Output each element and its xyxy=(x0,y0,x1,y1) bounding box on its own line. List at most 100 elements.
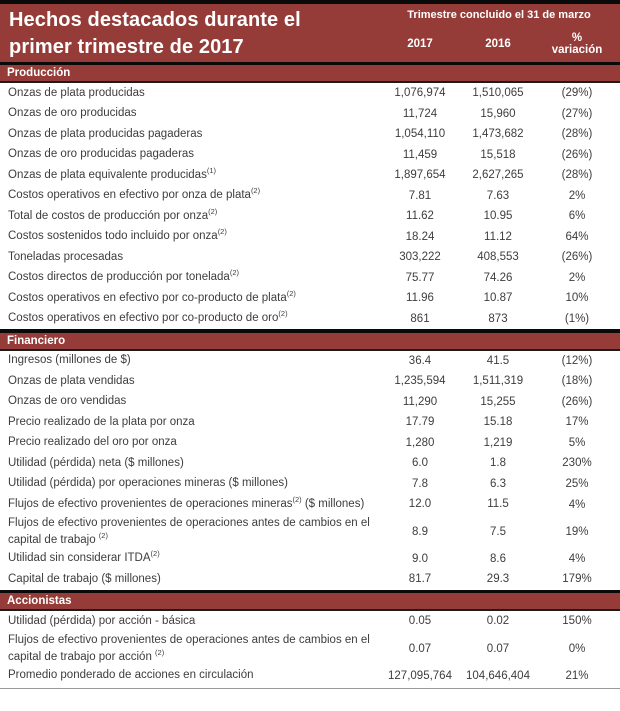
row-label: Costos sostenidos todo incluido por onza… xyxy=(8,227,227,243)
value-pct-variation: 6% xyxy=(568,210,586,223)
row-label: Toneladas procesadas xyxy=(8,250,124,263)
value-2017: 7.8 xyxy=(412,477,428,490)
value-2016: 10.95 xyxy=(483,210,513,223)
value-2017: 0.05 xyxy=(408,615,432,628)
value-2016: 1,219 xyxy=(483,436,513,449)
value-2017: 303,222 xyxy=(399,251,441,264)
value-2016: 408,553 xyxy=(477,251,519,264)
value-2016: 41.5 xyxy=(486,354,510,367)
value-2016: 2,627,265 xyxy=(472,169,524,182)
row-label: Onzas de oro producidas xyxy=(8,107,137,120)
table-row: Onzas de oro producidas 11,724 15,960 (27%) xyxy=(0,104,620,125)
value-2016: 15.18 xyxy=(483,416,513,429)
footnote-ref: (2) xyxy=(250,186,261,196)
table-row: Flujos de efectivo provenientes de opera… xyxy=(0,515,620,549)
top-border xyxy=(0,0,620,4)
value-2016: 15,518 xyxy=(480,148,516,161)
table-row: Onzas de plata equivalente producidas(1)… xyxy=(0,165,620,186)
value-pct-variation: 17% xyxy=(565,416,589,429)
footnote-ref: (2) xyxy=(286,288,296,298)
value-2017: 8.9 xyxy=(412,525,428,538)
value-2016: 104,646,404 xyxy=(466,669,530,682)
row-label: Onzas de oro producidas pagaderas xyxy=(8,148,195,161)
table-row: Flujos de efectivo provenientes de opera… xyxy=(0,494,620,515)
table-row: Onzas de plata producidas pagaderas 1,054… xyxy=(0,124,620,145)
table-row: Costos operativos en efectivo por onza d… xyxy=(0,186,620,207)
row-label: Promedio ponderado de acciones en circul… xyxy=(8,669,254,682)
value-2016: 1,511,319 xyxy=(472,375,524,388)
value-2017: 11,459 xyxy=(402,148,438,161)
value-2016: 6.3 xyxy=(490,477,506,490)
value-2016: 1,473,682 xyxy=(472,128,524,141)
row-label: Utilidad (pérdida) por operaciones miner… xyxy=(8,477,288,490)
pct-header-line2: variación xyxy=(551,44,603,56)
value-2016: 873 xyxy=(488,312,508,325)
footnote-ref: (2) xyxy=(155,647,165,657)
value-pct-variation: (26%) xyxy=(561,251,593,264)
row-label: Utilidad sin considerar ITDA(2) xyxy=(8,549,160,565)
footnote-ref: (2) xyxy=(150,549,160,559)
row-label: Utilidad (pérdida) por acción - básica xyxy=(8,614,196,627)
section-header: Financiero xyxy=(0,332,620,351)
value-2017: 11,724 xyxy=(402,107,438,120)
table-row: Costos directos de producción por tonela… xyxy=(0,268,620,289)
row-label: Costos directos de producción por tonela… xyxy=(8,268,240,284)
value-pct-variation: (29%) xyxy=(561,87,593,100)
value-2016: 1.8 xyxy=(490,457,506,470)
table-row: Utilidad (pérdida) neta ($ millones) 6.0 1… xyxy=(0,453,620,474)
footnote-ref: (2) xyxy=(208,206,218,216)
pct-header-line1: % xyxy=(571,32,583,44)
value-2017: 11,290 xyxy=(402,395,438,408)
value-2016: 74.26 xyxy=(483,271,513,284)
table-row: Utilidad (pérdida) por operaciones miner… xyxy=(0,474,620,495)
row-label: Costos operativos en efectivo por co-pro… xyxy=(8,288,296,304)
table-row: Utilidad sin considerar ITDA(2) 9.0 8.6 4% xyxy=(0,549,620,570)
table-row: Utilidad (pérdida) por acción - básica 0.… xyxy=(0,611,620,632)
row-label: Costos operativos en efectivo por onza d… xyxy=(8,186,261,202)
value-pct-variation: 64% xyxy=(565,230,589,243)
value-2017: 75.77 xyxy=(405,271,435,284)
value-pct-variation: (1%) xyxy=(564,312,590,325)
value-2017: 6.0 xyxy=(412,457,428,470)
row-label: Onzas de plata vendidas xyxy=(8,374,135,387)
section-divider xyxy=(0,589,620,593)
row-label: Onzas de plata producidas xyxy=(8,86,145,99)
value-2016: 11.5 xyxy=(487,498,509,511)
table-row: Precio realizado de la plata por onza 17.… xyxy=(0,412,620,433)
table-row: Total de costos de producción por onza(2… xyxy=(0,206,620,227)
table-row: Onzas de oro vendidas 11,290 15,255 (26%) xyxy=(0,392,620,413)
highlights-table: Producción Onzas de plata producidas 1,076… xyxy=(0,65,620,689)
value-2017: 81.7 xyxy=(408,573,432,586)
value-pct-variation: 150% xyxy=(562,615,592,628)
value-2017: 0.07 xyxy=(408,642,432,655)
footnote-ref: (2) xyxy=(98,530,108,540)
column-headers: Trimestre concluido el 31 de marzo 2017 … xyxy=(378,4,620,62)
footnote-ref: (2) xyxy=(292,494,302,504)
value-2017: 17.79 xyxy=(405,416,435,429)
table-row: Ingresos (millones de $) 36.4 41.5 (12%) xyxy=(0,351,620,372)
section-divider xyxy=(0,329,620,333)
table-row: Flujos de efectivo provenientes de opera… xyxy=(0,632,620,666)
row-label: Capital de trabajo ($ millones) xyxy=(8,572,161,585)
value-2017: 861 xyxy=(410,312,430,325)
value-2017: 11.96 xyxy=(406,292,434,305)
value-pct-variation: (26%) xyxy=(561,148,593,161)
row-label: Precio realizado de la plata por onza xyxy=(8,415,195,428)
table-row: Costos operativos en efectivo por co-pro… xyxy=(0,288,620,309)
value-2016: 10.87 xyxy=(483,292,513,305)
value-2016: 8.6 xyxy=(490,552,506,565)
page-title-line2: primer trimestre de 2017 xyxy=(9,36,244,58)
value-pct-variation: 2% xyxy=(568,271,586,284)
value-2016: 15,960 xyxy=(480,107,516,120)
section-header: Producción xyxy=(0,65,620,83)
value-2016: 29.3 xyxy=(486,573,510,586)
column-header-2016: 2016 xyxy=(485,38,511,50)
value-2016: 11.12 xyxy=(484,230,512,243)
page-title-line1: Hechos destacados durante el xyxy=(9,9,301,31)
table-row: Precio realizado del oro por onza 1,280 1,… xyxy=(0,433,620,454)
row-label: Total de costos de producción por onza(2… xyxy=(8,206,218,222)
row-label: Onzas de oro vendidas xyxy=(8,395,127,408)
table-row: Capital de trabajo ($ millones) 81.7 29.3 1… xyxy=(0,569,620,590)
table-row: Toneladas procesadas 303,222 408,553 (26%) xyxy=(0,247,620,268)
